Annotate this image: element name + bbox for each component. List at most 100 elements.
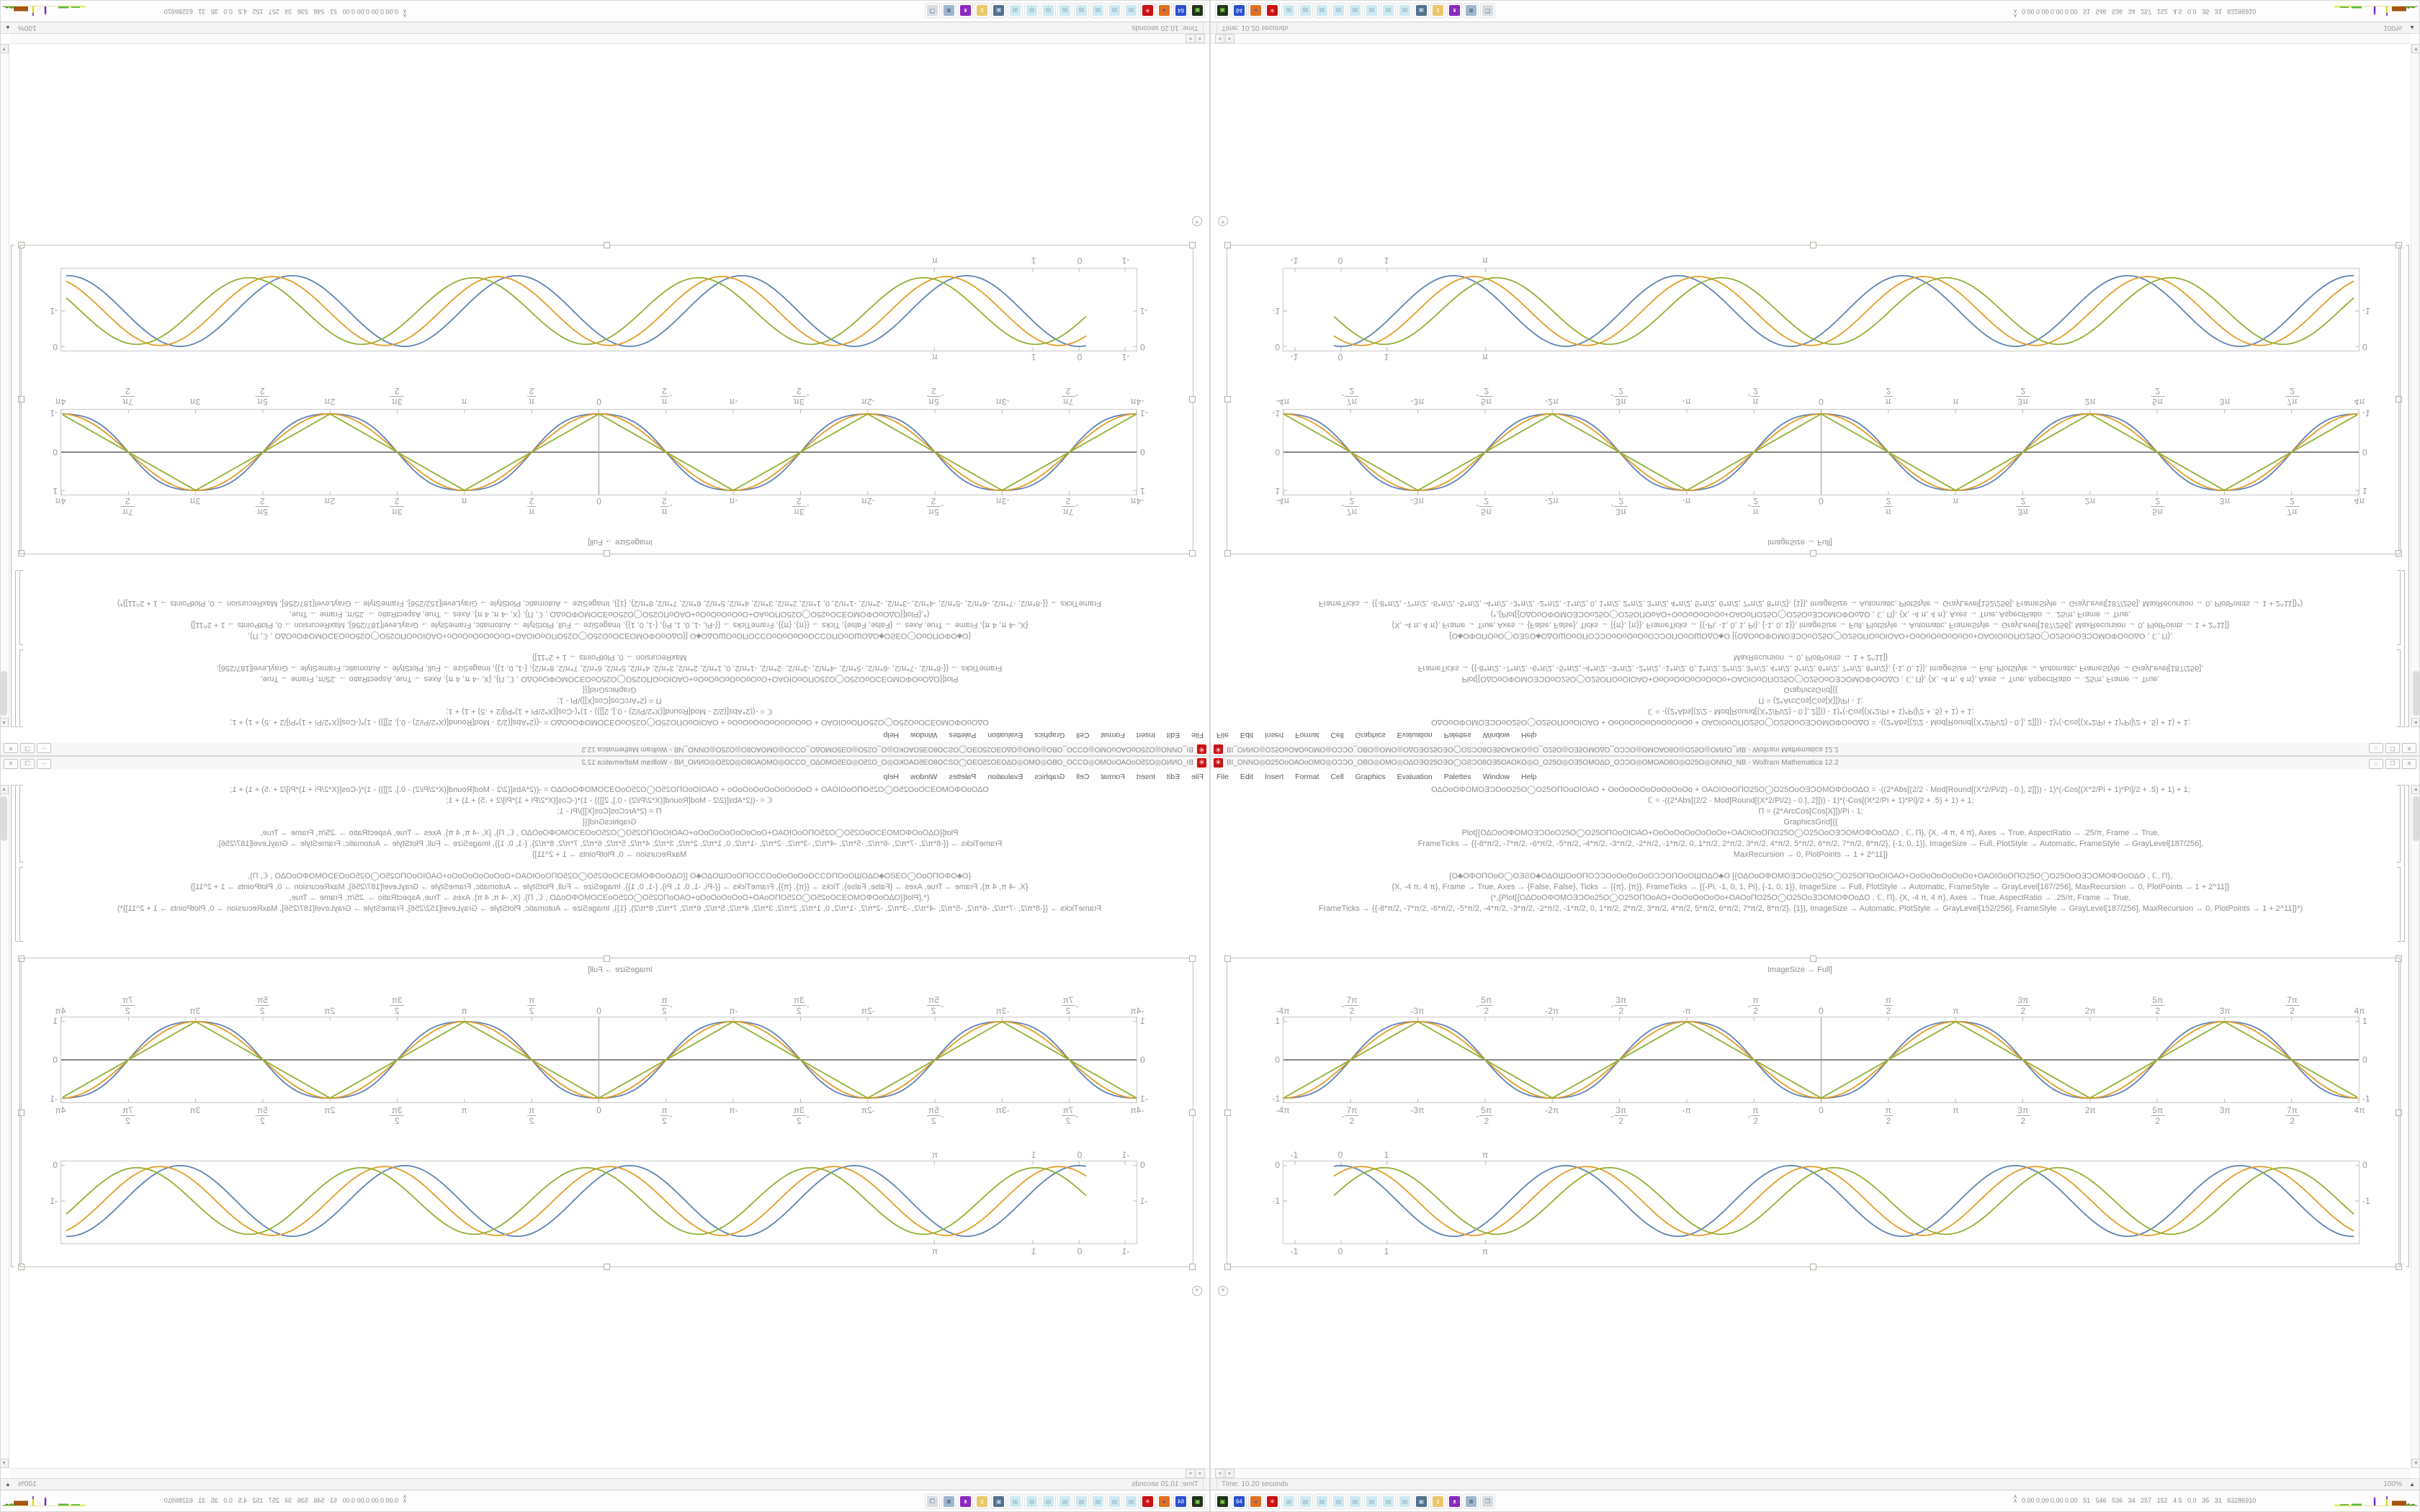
scroll-up-button[interactable]: ▲ — [2411, 718, 2420, 727]
restore-button[interactable]: ❐ — [20, 759, 35, 769]
horizontal-scrollbar[interactable]: ◂ ▸ — [10, 33, 1209, 44]
taskbar-icon-firefox[interactable]: ◕ — [1248, 1494, 1263, 1509]
menu-item-graphics[interactable]: Graphics — [1355, 731, 1386, 739]
code-line[interactable]: {Ο♣ΟΦΟΠΟοΟ◯ΟƎƧΟ♣ΟΔΟШΟοΟΠΟƆϽΟοΟοΟοΟοΟϽƆΟΠ… — [1448, 631, 2173, 640]
cell-bracket-input-2[interactable] — [2397, 867, 2401, 942]
taskbar-icon-console-box[interactable]: ▣ — [1190, 3, 1205, 18]
code-line[interactable]: GraphicsGrid[{{ — [1783, 685, 1838, 694]
taskbar-icon-floppy-64[interactable]: 64 — [1173, 1494, 1188, 1509]
menu-item-insert[interactable]: Insert — [1265, 773, 1284, 781]
cell-bracket-output[interactable] — [2397, 245, 2401, 554]
taskbar-icon-firefox[interactable]: ◕ — [1248, 3, 1263, 18]
code-line[interactable]: FrameTicks → {{-8*π/2, -7*π/2, -6*π/2, -… — [1417, 664, 2204, 672]
selection-resize-handle[interactable] — [1189, 550, 1196, 557]
taskbar-icon-avatar[interactable]: ᴥ — [958, 1494, 973, 1509]
selection-resize-handle[interactable] — [604, 550, 610, 557]
code-line[interactable]: FrameTicks → {{-8*π/2, -7*π/2, -6*π/2, -… — [117, 599, 1102, 608]
taskbar-icon-notepad[interactable]: ▤ — [1074, 1494, 1089, 1509]
menu-item-evaluation[interactable]: Evaluation — [1397, 731, 1433, 739]
cell-bracket-outer[interactable] — [11, 785, 14, 1267]
cell-bracket-outer[interactable] — [2406, 245, 2409, 727]
taskbar-icon-notepad[interactable]: ▤ — [1107, 3, 1122, 18]
menu-item-evaluation[interactable]: Evaluation — [987, 731, 1023, 739]
scroll-up-button[interactable]: ▲ — [0, 718, 9, 727]
taskbar-icon-console-box[interactable]: ▣ — [1215, 1494, 1230, 1509]
selection-resize-handle[interactable] — [604, 242, 610, 248]
zoom-dropdown-arrow[interactable]: ▲ — [2409, 24, 2415, 31]
graphics-selection-frame[interactable] — [1224, 955, 2402, 1270]
cell-bracket-input-group[interactable] — [2401, 570, 2405, 727]
code-line[interactable]: ℂ = -((2*Abs[(2/2 - Mod[Round[(X*2/Pi/2)… — [1647, 707, 1974, 716]
menu-item-cell[interactable]: Cell — [1330, 731, 1344, 739]
menu-item-help[interactable]: Help — [1521, 731, 1537, 739]
cell-bracket-input-1[interactable] — [2397, 649, 2401, 727]
code-line[interactable]: {X, -4 π, 4 π}, Frame → True, Axes → {Fa… — [1392, 883, 2230, 891]
menu-item-file[interactable]: File — [1216, 731, 1229, 739]
menu-item-format[interactable]: Format — [1295, 773, 1319, 781]
taskbar-icon-notepad[interactable]: ▤ — [1024, 3, 1039, 18]
scroll-up-button[interactable]: ▲ — [2411, 785, 2419, 794]
code-line[interactable]: ℂ = -((2*Abs[(2/2 - Mod[Round[(X*2/Pi/2)… — [446, 707, 773, 716]
restore-button[interactable]: ❐ — [20, 743, 35, 753]
taskbar-icon-notepad[interactable]: ▤ — [1364, 1494, 1379, 1509]
zoom-dropdown-arrow[interactable]: ▲ — [2409, 1481, 2415, 1488]
code-line[interactable] — [1232, 860, 2389, 871]
code-line[interactable]: (*,{Plot[{ΟΔΟοΟΦΟΜΟƎƆΟο25Ο◯Ο25ΟΠΟοΑΟ+ΟοΟ… — [1490, 610, 2131, 618]
selection-resize-handle[interactable] — [1224, 1264, 1231, 1270]
taskbar-icon-notepad[interactable]: ▤ — [1124, 3, 1139, 18]
taskbar-icon-notepad[interactable]: ▤ — [1331, 1494, 1346, 1509]
code-line[interactable]: Plot[{ΟΔΟοΟΦΟΜΟƎƆΟοΟ25Ο◯Ο25ΟΠΟοΟΙΟΑΟ+ΟοΟ… — [1461, 829, 2160, 837]
taskbar-icon-notepad[interactable]: ▤ — [1107, 1494, 1122, 1509]
scroll-left-button[interactable]: ◂ — [1196, 1469, 1205, 1478]
taskbar-icon-floppy-64[interactable]: 64 — [1173, 3, 1188, 18]
code-line[interactable]: MaxRecursion → 0, PlotPoints → 1 + 2^11]… — [532, 653, 687, 662]
scroll-left-button[interactable]: ◂ — [1215, 1469, 1224, 1478]
code-line[interactable]: GraphicsGrid[{{ — [1783, 818, 1838, 827]
cell-bracket-input-2[interactable] — [19, 867, 23, 942]
taskbar-icon-notepad[interactable]: ▤ — [1124, 1494, 1139, 1509]
vertical-scrollbar[interactable]: ▲ ▼ — [2411, 785, 2419, 1468]
code-line[interactable]: {X, -4 π, 4 π}, Frame → True, Axes → {Fa… — [1392, 621, 2230, 629]
minimize-button[interactable]: – — [37, 743, 51, 753]
code-line[interactable]: GraphicsGrid[{{ — [582, 685, 637, 694]
vertical-scroll-thumb[interactable] — [2413, 796, 2419, 841]
taskbar-icon-notepad[interactable]: ▤ — [1298, 1494, 1313, 1509]
taskbar-icon-window[interactable]: ❐ — [925, 3, 940, 18]
taskbar-icon-notepad[interactable]: ▤ — [1314, 1494, 1330, 1509]
menu-item-help[interactable]: Help — [1521, 773, 1537, 781]
menu-item-edit[interactable]: Edit — [1240, 731, 1254, 739]
scroll-right-button[interactable]: ▸ — [1225, 34, 1234, 43]
taskbar-icon-notepad[interactable]: ▤ — [1281, 3, 1296, 18]
code-line[interactable]: (*,{Plot[{ΟΔΟοΟΦΟΜΟƎƆΟο25Ο◯Ο25ΟΠΟοΑΟ+ΟοΟ… — [289, 610, 930, 618]
window-titlebar[interactable]: ✳ ΒΙ_ΟΝΝΟ◎Ο25ΟοΟΑΟοΟΜΟ◎ΟϽƆΟ_ΟΒΟ◎ΟΜΟ◎ΟΔΟƎ… — [1, 742, 1209, 755]
code-line[interactable]: (*,{Plot[{ΟΔΟοΟΦΟΜΟƎƆΟο25Ο◯Ο25ΟΠΟοΑΟ+ΟοΟ… — [1490, 894, 2131, 902]
code-line[interactable]: MaxRecursion → 0, PlotPoints → 1 + 2^11]… — [1733, 653, 1888, 662]
menu-item-graphics[interactable]: Graphics — [1034, 731, 1065, 739]
taskbar-icon-camera[interactable]: ▣ — [1414, 1494, 1429, 1509]
code-line[interactable]: ΟΔΟοΟΦΟΜΟƎƆΟοΟ25Ο◯Ο25ΟΠΟοΟΙΟΑΟ + ΟοΟοΟοΟ… — [1431, 786, 2190, 794]
code-line[interactable]: ΟΔΟοΟΦΟΜΟƎƆΟοΟ25Ο◯Ο25ΟΠΟοΟΙΟΑΟ + ΟοΟοΟοΟ… — [230, 718, 989, 726]
input-cell-code[interactable]: ΟΔΟοΟΦΟΜΟƎƆΟοΟ25Ο◯Ο25ΟΠΟοΟΙΟΑΟ + ΟοΟοΟοΟ… — [1232, 598, 2389, 727]
scroll-down-button[interactable]: ▼ — [2411, 1459, 2419, 1468]
close-button[interactable]: ✕ — [2402, 759, 2416, 769]
cell-bracket-input-2[interactable] — [19, 570, 23, 645]
taskbar-icon-camera[interactable]: ▣ — [1414, 3, 1429, 18]
selection-resize-handle[interactable] — [1224, 955, 1231, 962]
minimize-button[interactable]: – — [2369, 743, 2383, 753]
cell-insert-indicator[interactable]: + — [1192, 1286, 1202, 1296]
code-line[interactable]: {Ο♣ΟΦΟΠΟοΟ◯ΟƎƧΟ♣ΟΔΟШΟοΟΠΟƆϽΟοΟοΟοΟοΟϽƆΟΠ… — [247, 872, 972, 881]
code-line[interactable]: FrameTicks → {{-8*π/2, -7*π/2, -6*π/2, -… — [1417, 840, 2204, 848]
scroll-right-button[interactable]: ▸ — [1225, 1469, 1234, 1478]
code-line[interactable]: {X, -4 π, 4 π}, Frame → True, Axes → {Fa… — [190, 621, 1028, 629]
taskbar-icon-script[interactable]: ≣ — [941, 1494, 956, 1509]
zoom-dropdown-arrow[interactable]: ▲ — [5, 24, 11, 31]
taskbar-icon-notepad[interactable]: ▤ — [1041, 1494, 1056, 1509]
taskbar-icon-notepad[interactable]: ▤ — [1090, 3, 1106, 18]
scroll-down-button[interactable]: ▼ — [2411, 44, 2420, 53]
cell-insert-indicator[interactable]: + — [1218, 216, 1228, 226]
minimize-button[interactable]: – — [2369, 759, 2383, 769]
cell-bracket-output[interactable] — [19, 958, 23, 1267]
menu-item-insert[interactable]: Insert — [1265, 731, 1284, 739]
menu-item-graphics[interactable]: Graphics — [1355, 773, 1386, 781]
taskbar-icon-script[interactable]: ≣ — [941, 3, 956, 18]
